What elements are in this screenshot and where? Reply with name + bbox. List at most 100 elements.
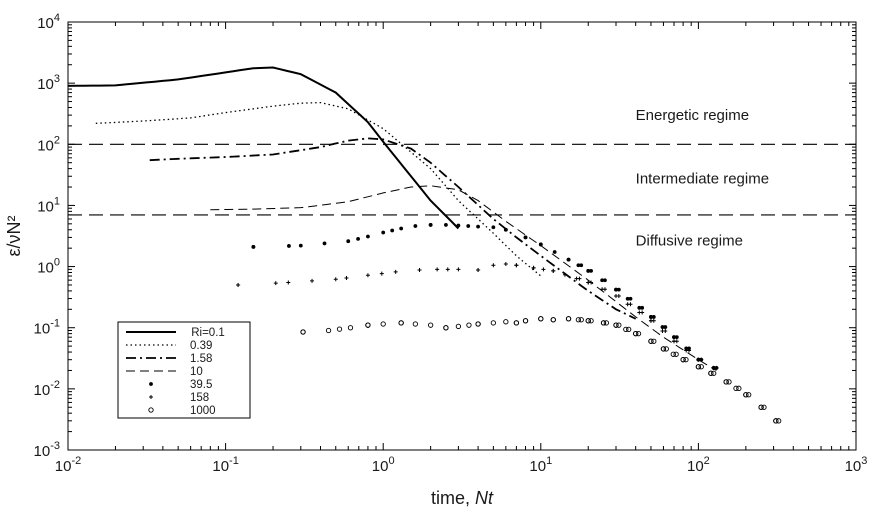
x-tick-label-exponent: 0 <box>388 455 394 467</box>
series-point <box>687 346 691 351</box>
series-point <box>412 321 419 327</box>
x-tick-label-exponent: 2 <box>704 455 710 467</box>
y-tick-label-base: 10 <box>34 443 51 460</box>
y-tick-label-exponent: -2 <box>50 379 60 391</box>
series-point <box>626 326 632 333</box>
y-tick-label: 10-1 <box>34 318 60 338</box>
series-point <box>649 315 653 319</box>
legend-label: 0.39 <box>190 340 212 352</box>
axis-ticks: 10-2 10-1 100 101 102 10310-310-210-110010110… <box>34 12 868 475</box>
y-tick-label-base: 10 <box>34 321 51 338</box>
series-point <box>475 321 481 327</box>
legend-marker <box>149 395 153 399</box>
series-point <box>648 318 653 323</box>
series-point <box>273 281 278 286</box>
series-point <box>600 320 607 326</box>
y-tick-label: 104 <box>37 12 60 32</box>
series-point <box>393 269 398 274</box>
series-layer <box>67 66 782 424</box>
series-point <box>286 280 291 285</box>
series-point <box>687 348 692 353</box>
series-point <box>390 228 395 233</box>
series-point <box>683 357 689 363</box>
series-point <box>585 318 591 324</box>
series-point <box>586 280 591 285</box>
x-tick-label: 100 <box>372 455 395 475</box>
series-point <box>616 287 621 292</box>
series-0-39 <box>95 101 542 277</box>
y-tick-label-exponent: -1 <box>50 318 60 330</box>
series-point <box>743 392 749 398</box>
series-point <box>435 267 440 272</box>
regime-label: Intermediate regime <box>636 170 769 187</box>
series-point <box>455 323 462 330</box>
series-point <box>365 322 371 328</box>
legend-label: 1.58 <box>190 353 212 365</box>
series-point <box>445 267 450 272</box>
series-point <box>491 225 496 230</box>
x-axis-label-italic: Nt <box>475 488 494 508</box>
y-tick-label: 10-3 <box>34 440 60 460</box>
series-point <box>381 230 386 235</box>
series-point <box>726 379 732 385</box>
series-point <box>333 277 338 282</box>
x-tick-label: 101 <box>529 455 552 475</box>
series-point <box>670 351 676 357</box>
series-point <box>427 322 434 328</box>
series-point <box>366 234 370 239</box>
x-tick-label-base: 10 <box>212 458 229 475</box>
series-point <box>336 326 343 332</box>
series-158 <box>236 262 719 370</box>
legend-label: 39.5 <box>190 379 212 391</box>
x-tick-label-base: 10 <box>687 458 704 475</box>
series-line <box>67 66 460 230</box>
series-point <box>758 404 764 410</box>
series-point <box>287 244 291 248</box>
series-point <box>503 227 508 232</box>
series-point <box>456 223 461 228</box>
series-1-58 <box>149 137 637 320</box>
legend-label: 158 <box>190 392 209 404</box>
series-point <box>444 223 448 227</box>
series-point <box>736 385 742 391</box>
y-tick-label-base: 10 <box>37 198 54 215</box>
series-point <box>513 320 520 326</box>
series-point <box>503 319 509 325</box>
series-point <box>640 305 645 310</box>
series-point <box>565 316 572 322</box>
series-point <box>443 325 449 331</box>
series-point <box>365 273 370 278</box>
series-point <box>637 305 642 310</box>
series-point <box>711 365 716 370</box>
series-point <box>476 224 480 229</box>
series-point <box>356 236 360 241</box>
series-point <box>695 364 702 370</box>
series-point <box>648 338 654 344</box>
legend-label: Ri=0.1 <box>191 327 225 339</box>
series-point <box>325 327 332 334</box>
y-tick-label: 100 <box>37 257 60 277</box>
series-point <box>651 315 656 319</box>
x-tick-label-base: 10 <box>529 458 546 475</box>
series-point <box>660 346 667 352</box>
series-point <box>613 294 618 299</box>
series-point <box>551 268 556 273</box>
x-tick-label-base: 10 <box>372 458 389 475</box>
x-tick-label-exponent: 1 <box>546 455 552 467</box>
series-point <box>698 364 704 370</box>
series-point <box>635 330 642 337</box>
legend-marker <box>149 382 153 386</box>
series-point <box>746 392 752 398</box>
y-tick-label-base: 10 <box>37 137 54 154</box>
series-point <box>696 357 701 362</box>
series-point <box>672 335 676 340</box>
series-point <box>589 268 593 273</box>
regime-label: Energetic regime <box>636 107 749 124</box>
x-tick-label-base: 10 <box>55 458 72 475</box>
x-tick-label-exponent: -2 <box>71 455 81 467</box>
axis-labels: time, Nt ε/νN² <box>4 215 494 508</box>
series-point <box>310 278 315 283</box>
series-point <box>562 272 567 277</box>
y-tick-label: 10-2 <box>34 379 60 399</box>
